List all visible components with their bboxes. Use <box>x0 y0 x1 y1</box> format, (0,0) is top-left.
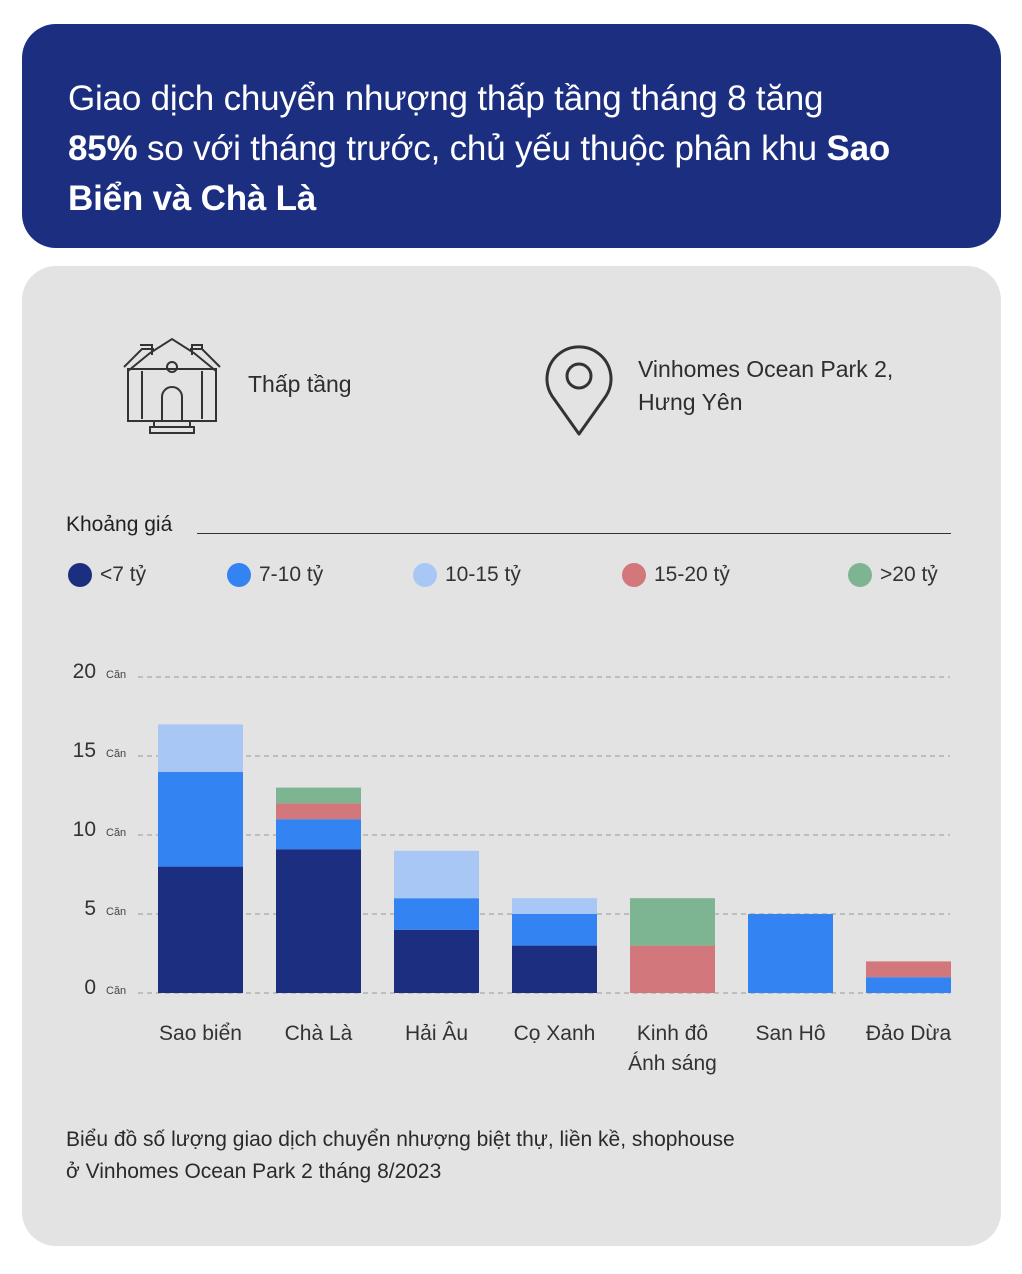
legend-title: Khoảng giá <box>66 513 173 536</box>
y-tick-label: 10 <box>73 818 96 841</box>
headline-line2: so với tháng trước, chủ yếu thuộc phân k… <box>137 129 827 168</box>
y-unit-label: Căn <box>106 748 126 760</box>
bar-segment <box>276 849 361 993</box>
legend-swatch <box>848 563 872 587</box>
y-unit-label: Căn <box>106 827 126 839</box>
header-banner: Giao dịch chuyển nhượng thấp tầng tháng … <box>22 24 1001 248</box>
x-tick-label: Hải Âu <box>405 1022 468 1045</box>
legend-label: 15-20 tỷ <box>654 563 730 586</box>
legend-label: 7-10 tỷ <box>259 563 324 586</box>
caption-line2: ở Vinhomes Ocean Park 2 tháng 8/2023 <box>66 1160 442 1183</box>
chart-caption: Biểu đồ số lượng giao dịch chuyển nhượng… <box>66 1124 966 1188</box>
bar-segment <box>394 898 479 930</box>
bar-segment <box>630 898 715 946</box>
x-tick-label: Cọ Xanh <box>514 1022 596 1045</box>
x-tick-label: San Hô <box>755 1022 825 1045</box>
legend-swatch <box>227 563 251 587</box>
legend-label: 10-15 tỷ <box>445 563 521 586</box>
bar-segment <box>512 898 597 914</box>
headline-highlight-zone-a: Sao <box>826 129 891 168</box>
type-label: Thấp tầng <box>248 371 352 397</box>
bar-segment <box>512 914 597 946</box>
legend-item-10-15: 10-15 tỷ <box>413 562 521 588</box>
y-unit-label: Căn <box>106 906 126 918</box>
x-tick-label: Kinh đô <box>637 1022 708 1045</box>
legend-item-15-20: 15-20 tỷ <box>622 562 730 588</box>
bar-segment <box>158 771 243 867</box>
bar-segment <box>630 945 715 993</box>
y-tick-label: 20 <box>73 660 96 683</box>
caption-line1: Biểu đồ số lượng giao dịch chuyển nhượng… <box>66 1128 735 1151</box>
bar-segment <box>394 929 479 993</box>
location-line1: Vinhomes Ocean Park 2, <box>638 356 894 382</box>
headline: Giao dịch chuyển nhượng thấp tầng tháng … <box>68 74 971 224</box>
location-label: Vinhomes Ocean Park 2, Hưng Yên <box>638 353 893 419</box>
bar-segment <box>512 945 597 993</box>
y-tick-label: 15 <box>73 739 96 762</box>
bar-segment <box>394 850 479 899</box>
x-tick-label: Chà Là <box>285 1022 353 1045</box>
y-tick-label: 5 <box>84 897 96 920</box>
x-tick-label: Ánh sáng <box>628 1052 717 1075</box>
bar-segment <box>276 819 361 850</box>
headline-highlight-percent: 85% <box>68 129 138 168</box>
legend-item-lt7: <7 tỷ <box>68 562 146 588</box>
x-tick-label: Sao biển <box>159 1022 242 1045</box>
location-line2: Hưng Yên <box>638 389 743 415</box>
y-tick-label: 0 <box>84 976 96 999</box>
legend-swatch <box>622 563 646 587</box>
legend-swatch <box>413 563 437 587</box>
legend-divider <box>197 533 951 534</box>
house-icon <box>123 337 221 434</box>
bar-segment <box>158 866 243 993</box>
headline-highlight-zone-b: Biển và Chà Là <box>68 179 317 218</box>
x-tick-label: Đảo Dừa <box>866 1022 952 1045</box>
y-unit-label: Căn <box>106 669 126 681</box>
legend-label: <7 tỷ <box>100 563 147 586</box>
legend-item-7-10: 7-10 tỷ <box>227 562 323 588</box>
bar-segment <box>276 787 361 804</box>
legend-swatch <box>68 563 92 587</box>
bar-segment <box>866 961 951 978</box>
bar-segment <box>748 914 833 993</box>
y-unit-label: Căn <box>106 985 126 997</box>
bar-segment <box>276 803 361 820</box>
legend-label: >20 tỷ <box>880 563 938 586</box>
bar-segment <box>866 977 951 993</box>
legend-item-gt20: >20 tỷ <box>848 562 938 588</box>
headline-line1: Giao dịch chuyển nhượng thấp tầng tháng … <box>68 79 824 118</box>
map-pin-icon <box>545 345 613 436</box>
stacked-bar-chart: 0 Căn 5 Căn 10 Căn 15 Căn 20 Căn Sao biển Chà Là Hải… <box>73 660 952 1075</box>
bar-segment <box>158 724 243 772</box>
